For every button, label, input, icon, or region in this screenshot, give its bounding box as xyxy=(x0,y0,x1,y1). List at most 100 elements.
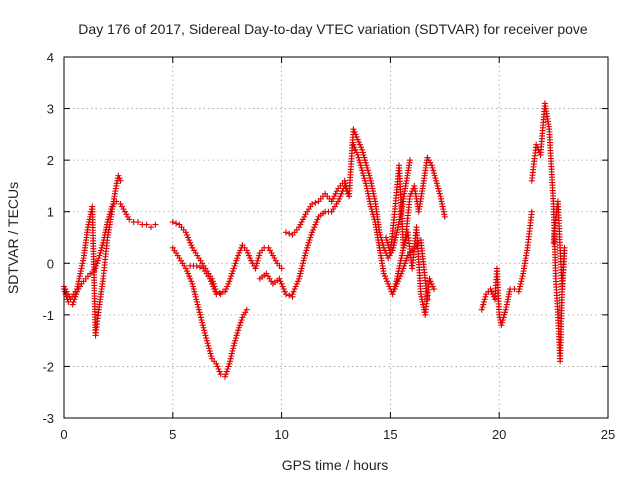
data-point xyxy=(298,265,305,272)
data-point xyxy=(359,149,366,156)
data-point xyxy=(208,353,215,360)
data-point xyxy=(360,151,367,158)
data-point xyxy=(406,193,413,200)
data-point xyxy=(203,335,210,342)
y-tick-label: -3 xyxy=(42,411,54,426)
data-point xyxy=(230,265,237,272)
data-point xyxy=(247,255,254,262)
data-point xyxy=(254,257,261,264)
data-point xyxy=(279,283,286,290)
data-point xyxy=(197,264,203,271)
data-point xyxy=(229,347,236,354)
data-point xyxy=(87,270,94,277)
data-point xyxy=(94,257,101,264)
data-point xyxy=(392,237,399,244)
data-point xyxy=(230,342,237,349)
data-point xyxy=(199,319,206,326)
data-point xyxy=(428,162,435,169)
data-point xyxy=(223,286,230,293)
data-point xyxy=(357,162,364,169)
data-point xyxy=(335,198,342,205)
data-point xyxy=(98,244,105,251)
data-point xyxy=(428,280,435,287)
data-point xyxy=(202,332,209,339)
data-point xyxy=(435,185,442,192)
data-point xyxy=(231,340,238,347)
data-point xyxy=(432,175,439,182)
data-point xyxy=(244,249,251,256)
data-point xyxy=(134,219,141,226)
data-point xyxy=(356,141,363,148)
y-tick-label: -2 xyxy=(42,359,54,374)
data-point xyxy=(392,283,399,290)
data-point xyxy=(427,278,434,285)
data-point xyxy=(117,177,124,184)
data-point xyxy=(360,172,367,179)
data-point xyxy=(232,337,239,344)
data-point xyxy=(94,260,101,267)
y-tick-label: 0 xyxy=(47,256,54,271)
data-point xyxy=(400,265,407,272)
data-point xyxy=(363,162,370,169)
data-point xyxy=(383,275,390,282)
data-point xyxy=(356,157,363,164)
data-point xyxy=(304,244,311,251)
data-point xyxy=(533,141,540,148)
data-point xyxy=(402,260,409,267)
chart-title: Day 176 of 2017, Sidereal Day-to-day VTE… xyxy=(78,21,588,37)
data-point xyxy=(333,188,340,195)
data-point xyxy=(233,257,240,264)
data-point xyxy=(278,280,285,287)
data-point xyxy=(351,144,358,151)
series-pove-track-g xyxy=(282,126,413,262)
data-point xyxy=(193,296,200,303)
data-point xyxy=(368,206,375,213)
data-point xyxy=(193,262,200,269)
data-point xyxy=(232,260,239,267)
data-point xyxy=(205,342,212,349)
data-point xyxy=(256,252,263,259)
data-point xyxy=(362,157,369,164)
data-point xyxy=(216,368,223,375)
data-point xyxy=(255,255,262,262)
data-point xyxy=(234,329,241,336)
data-point xyxy=(182,229,189,236)
data-point xyxy=(70,298,77,305)
data-point xyxy=(478,306,485,313)
data-point xyxy=(391,239,398,246)
data-point xyxy=(384,239,391,246)
data-point xyxy=(435,188,442,195)
data-point xyxy=(207,350,214,357)
data-point xyxy=(97,247,104,254)
data-point xyxy=(331,193,338,200)
data-point xyxy=(309,229,316,236)
data-point xyxy=(336,195,343,202)
series-pove-track-n xyxy=(550,198,568,293)
data-point xyxy=(366,172,373,179)
x-tick-label: 25 xyxy=(601,427,615,442)
series-pove-track-m xyxy=(528,100,568,365)
data-point xyxy=(226,358,233,365)
data-point xyxy=(143,221,150,228)
data-point xyxy=(201,329,208,336)
data-point xyxy=(195,304,202,311)
data-point xyxy=(206,347,213,354)
data-point xyxy=(371,216,378,223)
x-tick-label: 5 xyxy=(169,427,176,442)
data-point xyxy=(291,286,298,293)
data-point xyxy=(561,247,568,254)
data-point xyxy=(232,335,239,342)
data-point xyxy=(359,146,366,153)
data-point xyxy=(341,182,348,189)
data-point xyxy=(356,159,363,166)
data-point xyxy=(197,314,204,321)
data-point xyxy=(312,199,319,206)
data-point xyxy=(434,182,441,189)
data-point xyxy=(301,252,308,259)
x-axis-label: GPS time / hours xyxy=(282,457,389,473)
data-point xyxy=(517,280,524,287)
data-point xyxy=(389,291,396,298)
data-point xyxy=(296,275,303,282)
data-point xyxy=(188,242,195,249)
